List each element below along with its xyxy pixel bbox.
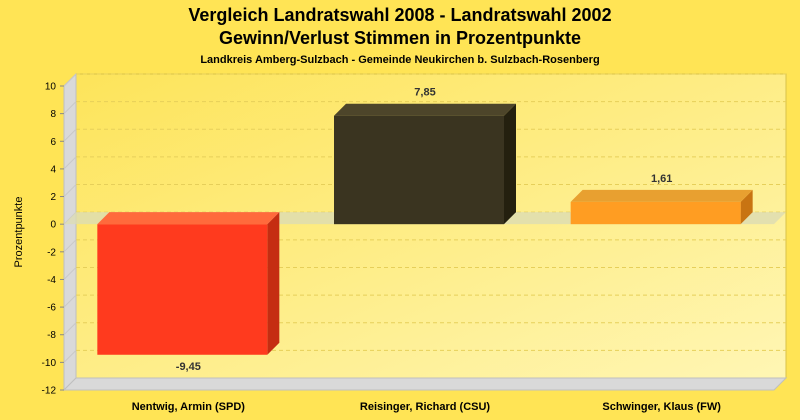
y-tick-label: -6 bbox=[47, 303, 56, 314]
category-label: Schwinger, Klaus (FW) bbox=[602, 401, 721, 413]
y-axis-title: Prozentpunkte bbox=[13, 197, 25, 268]
x-axis-labels: Nentwig, Armin (SPD) Reisinger, Richard (… bbox=[132, 401, 722, 413]
data-labels: -9,45 7,85 1,61 bbox=[176, 87, 673, 373]
y-tick-label: -10 bbox=[42, 358, 57, 369]
chart-title-line-2: Gewinn/Verlust Stimmen in Prozentpunkte bbox=[219, 28, 581, 48]
chart-subtitle: Landkreis Amberg-Sulzbach - Gemeinde Neu… bbox=[200, 54, 599, 66]
bar-front bbox=[570, 201, 741, 225]
data-label: 7,85 bbox=[414, 87, 435, 99]
bar-side bbox=[504, 103, 516, 225]
bars bbox=[97, 103, 753, 355]
bar-side bbox=[740, 189, 753, 225]
bar-top bbox=[97, 212, 280, 225]
y-tick-label: -2 bbox=[47, 247, 56, 258]
category-label: Nentwig, Armin (SPD) bbox=[132, 401, 246, 413]
y-tick-label: 6 bbox=[50, 137, 56, 148]
chart-title-line-1: Vergleich Landratswahl 2008 - Landratswa… bbox=[188, 5, 611, 25]
bar-top bbox=[570, 189, 753, 202]
bar-side bbox=[267, 212, 280, 355]
y-tick-label: 4 bbox=[50, 164, 56, 175]
y-tick-label: 10 bbox=[45, 82, 57, 93]
y-tick-label: -4 bbox=[47, 275, 56, 286]
y-tick-label: 0 bbox=[50, 220, 56, 231]
bar-2 bbox=[334, 103, 516, 225]
category-label: Reisinger, Richard (CSU) bbox=[360, 401, 491, 413]
data-label: -9,45 bbox=[176, 361, 201, 373]
y-tick-label: 2 bbox=[50, 192, 56, 203]
y-axis-ticks: -12 -10 -8 -6 -4 -2 0 2 4 6 8 10 bbox=[42, 82, 64, 397]
y-tick-label: -12 bbox=[42, 386, 57, 397]
y-tick-label: -8 bbox=[47, 330, 56, 341]
bar-front bbox=[334, 115, 504, 225]
bar-3 bbox=[570, 189, 753, 225]
bar-front bbox=[97, 224, 268, 355]
bar-top bbox=[334, 103, 516, 116]
bar-1 bbox=[97, 212, 280, 355]
data-label: 1,61 bbox=[651, 173, 672, 185]
y-tick-label: 8 bbox=[50, 109, 56, 120]
